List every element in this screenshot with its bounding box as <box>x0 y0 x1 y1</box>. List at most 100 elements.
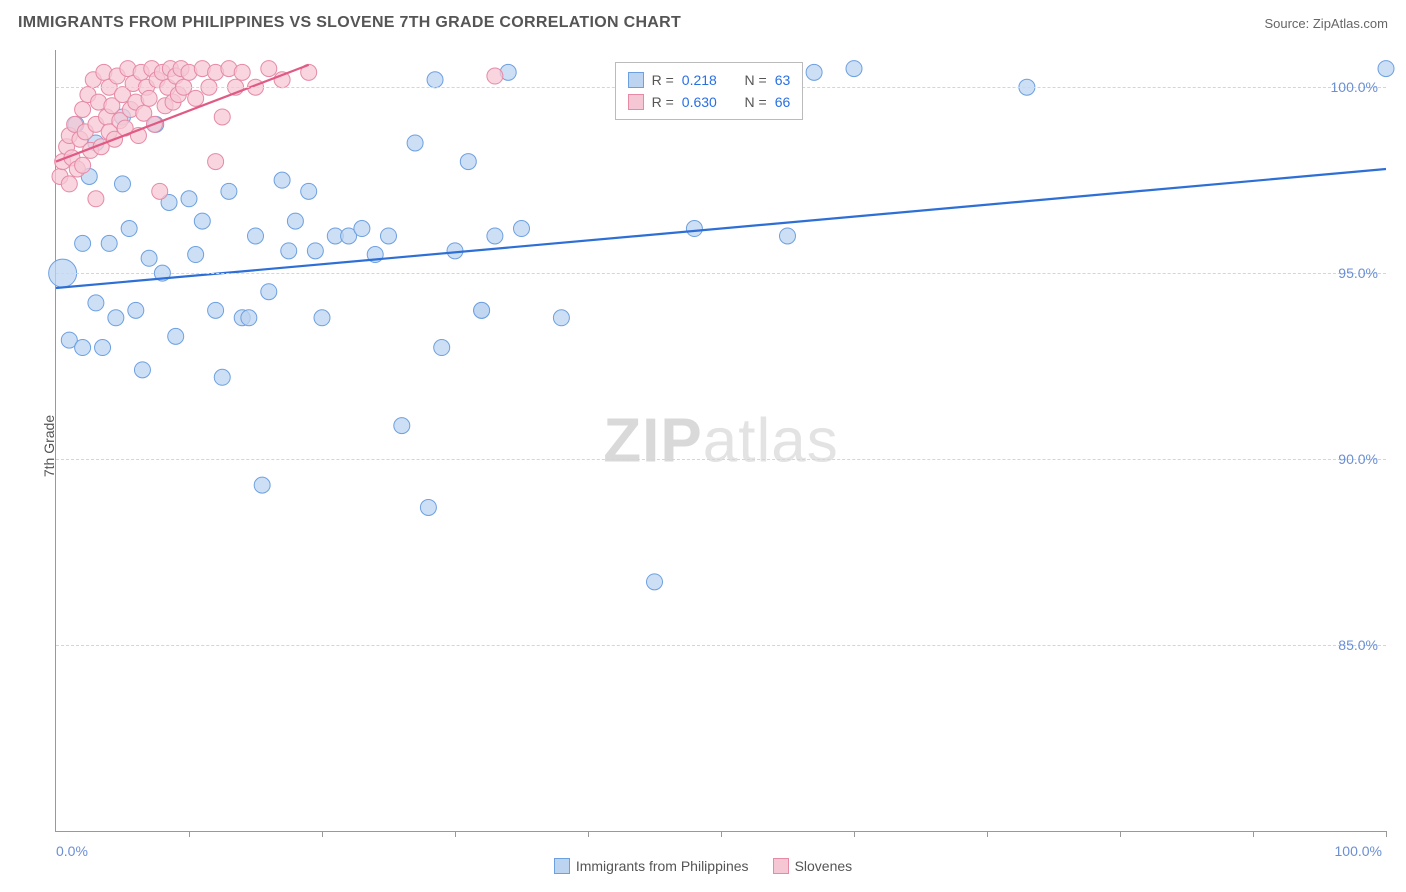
scatter-point <box>108 310 124 326</box>
scatter-point <box>407 135 423 151</box>
stats-row: R = 0.218 N = 63 <box>628 69 791 91</box>
n-value: 63 <box>775 69 791 91</box>
scatter-point <box>301 183 317 199</box>
x-max-label: 100.0% <box>1335 843 1382 859</box>
scatter-point <box>806 64 822 80</box>
scatter-point <box>221 183 237 199</box>
scatter-point <box>241 310 257 326</box>
scatter-point <box>128 302 144 318</box>
scatter-point <box>115 176 131 192</box>
scatter-point <box>314 310 330 326</box>
r-label: R = <box>652 69 674 91</box>
scatter-plot: ZIPatlas 85.0%90.0%95.0%100.0%0.0%100.0%… <box>55 50 1386 832</box>
scatter-point <box>1378 61 1394 77</box>
scatter-point <box>194 213 210 229</box>
scatter-point <box>846 61 862 77</box>
source-prefix: Source: <box>1264 16 1312 31</box>
legend-swatch <box>628 94 644 110</box>
scatter-point <box>208 154 224 170</box>
scatter-point <box>181 191 197 207</box>
scatter-point <box>254 477 270 493</box>
gridline <box>56 459 1386 460</box>
scatter-point <box>188 247 204 263</box>
scatter-point <box>248 228 264 244</box>
scatter-point <box>152 183 168 199</box>
legend-swatch <box>628 72 644 88</box>
legend-label: Immigrants from Philippines <box>576 858 749 874</box>
source-attribution: Source: ZipAtlas.com <box>1264 16 1388 31</box>
scatter-point <box>553 310 569 326</box>
gridline <box>56 273 1386 274</box>
x-tick <box>1120 831 1121 837</box>
r-label: R = <box>652 91 674 113</box>
scatter-point <box>460 154 476 170</box>
scatter-point <box>75 157 91 173</box>
scatter-point <box>434 340 450 356</box>
y-tick-label: 95.0% <box>1338 265 1378 281</box>
legend-swatch <box>773 858 789 874</box>
scatter-point <box>234 64 250 80</box>
x-tick <box>854 831 855 837</box>
scatter-point <box>101 235 117 251</box>
x-tick <box>1253 831 1254 837</box>
scatter-point <box>121 221 137 237</box>
scatter-point <box>141 250 157 266</box>
x-tick <box>455 831 456 837</box>
scatter-point <box>168 328 184 344</box>
scatter-point <box>188 90 204 106</box>
bottom-legend: Immigrants from Philippines Slovenes <box>0 858 1406 874</box>
scatter-point <box>420 499 436 515</box>
scatter-point <box>214 109 230 125</box>
scatter-point <box>88 295 104 311</box>
scatter-point <box>261 284 277 300</box>
scatter-point <box>75 340 91 356</box>
legend-swatch <box>554 858 570 874</box>
x-tick <box>189 831 190 837</box>
y-tick-label: 100.0% <box>1331 79 1378 95</box>
x-tick <box>588 831 589 837</box>
legend-label: Slovenes <box>795 858 853 874</box>
scatter-point <box>134 362 150 378</box>
legend-item: Slovenes <box>773 858 853 874</box>
scatter-point <box>208 302 224 318</box>
r-value: 0.630 <box>682 91 717 113</box>
scatter-point <box>261 61 277 77</box>
scatter-point <box>307 243 323 259</box>
scatter-point <box>214 369 230 385</box>
x-tick <box>987 831 988 837</box>
scatter-point <box>487 68 503 84</box>
scatter-point <box>75 102 91 118</box>
source-link[interactable]: ZipAtlas.com <box>1313 16 1388 31</box>
x-tick <box>322 831 323 837</box>
r-value: 0.218 <box>682 69 717 91</box>
scatter-point <box>686 221 702 237</box>
scatter-point <box>780 228 796 244</box>
stats-legend-box: R = 0.218 N = 63R = 0.630 N = 66 <box>615 62 804 120</box>
chart-title: IMMIGRANTS FROM PHILIPPINES VS SLOVENE 7… <box>18 14 681 32</box>
scatter-point <box>514 221 530 237</box>
scatter-point <box>647 574 663 590</box>
x-tick <box>721 831 722 837</box>
x-min-label: 0.0% <box>56 843 88 859</box>
stats-row: R = 0.630 N = 66 <box>628 91 791 113</box>
scatter-point <box>274 172 290 188</box>
x-tick <box>1386 831 1387 837</box>
scatter-point <box>75 235 91 251</box>
scatter-point <box>427 72 443 88</box>
chart-svg <box>56 50 1386 831</box>
n-value: 66 <box>775 91 791 113</box>
scatter-point <box>394 418 410 434</box>
scatter-point <box>281 243 297 259</box>
legend-item: Immigrants from Philippines <box>554 858 749 874</box>
scatter-point <box>95 340 111 356</box>
scatter-point <box>354 221 370 237</box>
scatter-point <box>61 176 77 192</box>
scatter-point <box>287 213 303 229</box>
scatter-point <box>88 191 104 207</box>
scatter-point <box>141 90 157 106</box>
scatter-point <box>381 228 397 244</box>
gridline <box>56 645 1386 646</box>
scatter-point <box>474 302 490 318</box>
y-tick-label: 90.0% <box>1338 451 1378 467</box>
y-tick-label: 85.0% <box>1338 637 1378 653</box>
